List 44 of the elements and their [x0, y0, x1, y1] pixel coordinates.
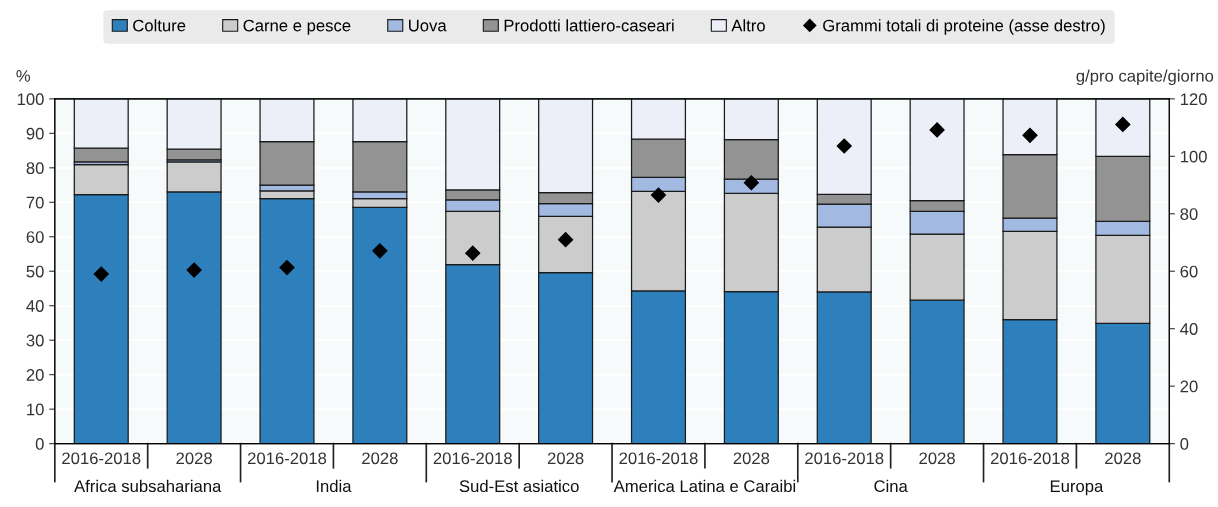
y2-tick-label: 20	[1180, 380, 1198, 393]
text: India	[316, 479, 352, 493]
y-tick-label: 20	[26, 369, 44, 381]
x-tick-label: 2016-2018	[62, 452, 141, 465]
x-tick-label: 2028	[176, 452, 212, 465]
y-tick-label: 50	[26, 265, 44, 278]
y2-tick-label: 60	[1180, 265, 1198, 278]
y-tick-label: 10	[27, 403, 44, 416]
x-tick-label: 2016-2018	[247, 452, 327, 465]
x-tick-label: 2028	[547, 452, 584, 465]
y-tick-label: 30	[26, 334, 44, 347]
legend-label: Colture	[133, 19, 186, 32]
x-tick-label: 2028	[362, 452, 398, 465]
y-tick-label: 70	[26, 196, 44, 209]
legend-label: Altro	[731, 19, 765, 32]
y-tick-label: 40	[26, 300, 44, 312]
text: Europa	[1050, 480, 1104, 496]
x-tick-label: 2016-2018	[619, 452, 698, 465]
y2-tick-label: 100	[1180, 150, 1207, 163]
y-axis-title: %	[16, 70, 31, 82]
legend-label: Grammi totali di proteine (asse destro)	[823, 19, 1105, 35]
text: Cina	[874, 479, 908, 493]
legend-label: Carne e pesce	[243, 19, 351, 35]
y2-tick-label: 40	[1180, 323, 1198, 335]
y-tick-label: 90	[26, 127, 44, 140]
text: Africa subsahariana	[74, 479, 222, 493]
y2-tick-label: 0	[1180, 438, 1189, 450]
y-tick-label: 60	[26, 231, 44, 243]
x-tick-label: 2028	[1105, 452, 1141, 465]
x-tick-label: 2028	[919, 452, 955, 465]
y-tick-label: 100	[17, 93, 44, 106]
y2-tick-label: 120	[1180, 93, 1207, 106]
text: Sud-Est asiatico	[459, 479, 579, 493]
legend-label: Uova	[409, 19, 447, 32]
x-tick-label: 2028	[733, 452, 770, 465]
y-tick-label: 0	[35, 438, 44, 450]
x-tick-label: 2016-2018	[805, 452, 884, 465]
x-tick-label: 2016-2018	[990, 452, 1070, 465]
legend-label: Prodotti lattiero-caseari	[504, 19, 674, 32]
y2-axis-title: g/pro capite/giorno	[1076, 69, 1214, 86]
text: America Latina e Caraibi	[613, 479, 796, 493]
y-tick-label: 80	[26, 162, 44, 175]
x-tick-label: 2016-2018	[433, 452, 512, 465]
y2-tick-label: 80	[1180, 208, 1198, 220]
